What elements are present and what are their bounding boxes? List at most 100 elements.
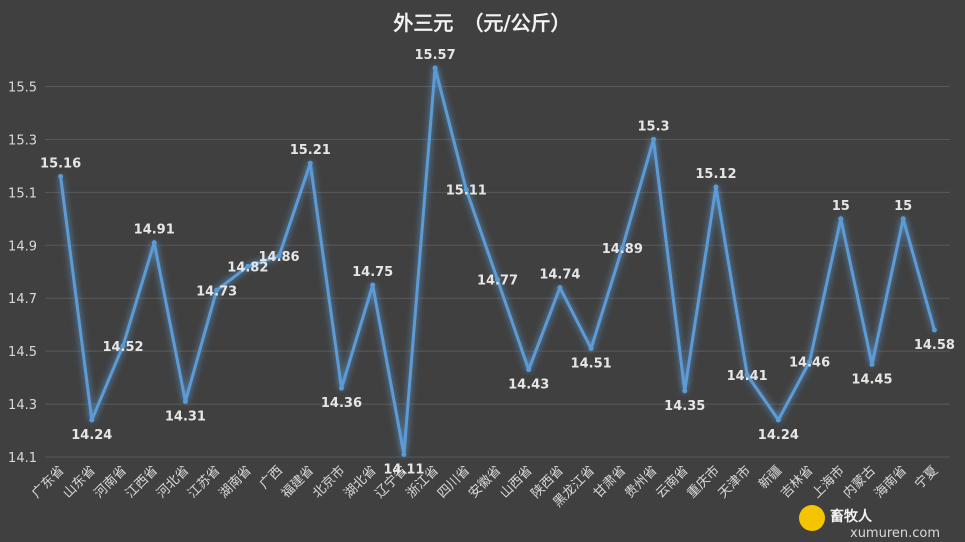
x-tick-label: 贵州省 xyxy=(622,463,660,501)
data-point xyxy=(307,160,313,166)
x-tick-label: 吉林省 xyxy=(778,463,816,501)
data-point xyxy=(120,343,126,349)
x-tick-label: 湖北省 xyxy=(341,463,379,501)
data-label: 14.11 xyxy=(383,462,424,477)
y-tick-label: 15.5 xyxy=(8,80,37,95)
data-label: 14.51 xyxy=(571,356,612,371)
data-label: 14.77 xyxy=(477,274,518,289)
data-point xyxy=(370,282,376,288)
watermark-brand: 畜牧人 xyxy=(830,508,873,525)
data-label: 14.24 xyxy=(71,428,112,443)
data-point xyxy=(557,285,563,291)
data-label: 15.11 xyxy=(446,184,487,199)
data-point xyxy=(713,184,719,190)
data-label: 14.41 xyxy=(727,369,768,384)
data-point xyxy=(151,240,157,246)
data-point xyxy=(182,398,188,404)
series-layer xyxy=(58,65,937,457)
data-point xyxy=(526,367,532,373)
x-tick-label: 宁夏 xyxy=(912,463,942,493)
x-tick-label: 重庆市 xyxy=(684,463,723,502)
data-point xyxy=(807,359,813,365)
data-point xyxy=(214,287,220,293)
data-label: 14.73 xyxy=(196,284,237,299)
watermark-logo: 畜牧人 xumuren.com xyxy=(799,505,940,541)
data-point xyxy=(245,263,251,269)
data-point xyxy=(775,417,781,423)
data-label: 14.35 xyxy=(664,399,705,414)
x-tick-label: 山东省 xyxy=(60,463,98,501)
data-label: 14.89 xyxy=(602,242,643,257)
x-tick-label: 上海市 xyxy=(809,463,848,502)
data-label: 15.12 xyxy=(695,167,736,182)
x-tick-label: 山西省 xyxy=(497,463,535,501)
data-point xyxy=(401,451,407,457)
data-label: 14.74 xyxy=(539,268,580,283)
x-tick-label: 甘肃省 xyxy=(591,463,629,501)
y-tick-label: 14.9 xyxy=(8,239,37,254)
data-label: 15.3 xyxy=(637,119,669,134)
data-point xyxy=(682,388,688,394)
data-label: 14.36 xyxy=(321,396,362,411)
y-axis-ticks: 14.1 14.3 14.5 14.7 14.9 15.1 15.3 15.5 xyxy=(8,80,37,466)
x-tick-label: 云南省 xyxy=(653,463,692,502)
data-label: 14.58 xyxy=(914,338,955,353)
data-label: 14.86 xyxy=(258,250,299,265)
y-tick-label: 14.5 xyxy=(8,345,37,360)
data-point xyxy=(338,385,344,391)
x-tick-label: 安徽省 xyxy=(466,463,504,501)
y-tick-label: 14.1 xyxy=(8,451,37,466)
data-point xyxy=(838,216,844,222)
data-label: 14.82 xyxy=(227,260,268,275)
data-label: 15 xyxy=(832,199,850,214)
x-tick-label: 江苏省 xyxy=(185,463,224,502)
data-point xyxy=(869,361,875,367)
x-tick-label: 天津市 xyxy=(715,463,754,502)
data-point xyxy=(619,245,625,251)
series-line xyxy=(59,66,936,456)
watermark-url: xumuren.com xyxy=(850,526,940,541)
data-point xyxy=(744,372,750,378)
data-label: 15 xyxy=(894,199,912,214)
y-tick-label: 14.7 xyxy=(8,292,37,307)
x-tick-label: 福建省 xyxy=(279,463,317,501)
data-point xyxy=(900,216,906,222)
data-label: 15.21 xyxy=(290,143,331,158)
data-label: 14.75 xyxy=(352,265,393,280)
data-point xyxy=(89,417,95,423)
data-point xyxy=(432,65,438,71)
data-label: 14.24 xyxy=(758,428,799,443)
data-point xyxy=(276,253,282,259)
y-tick-label: 15.1 xyxy=(8,186,37,201)
x-tick-label: 江西省 xyxy=(123,463,161,501)
data-label: 14.45 xyxy=(851,372,892,387)
x-tick-label: 湖南省 xyxy=(216,463,255,502)
x-tick-label: 河北省 xyxy=(154,463,192,501)
data-label: 14.43 xyxy=(508,378,549,393)
data-point xyxy=(931,327,937,333)
data-labels: 15.16 14.24 14.52 14.91 14.31 14.73 14.8214.86… xyxy=(40,48,955,477)
x-tick-label: 内蒙古 xyxy=(840,463,879,502)
data-point xyxy=(463,187,469,193)
y-tick-label: 15.3 xyxy=(8,133,37,148)
data-label: 14.31 xyxy=(165,409,206,424)
data-label: 15.57 xyxy=(415,48,456,63)
data-label: 15.16 xyxy=(40,156,81,171)
data-label: 14.91 xyxy=(134,223,175,238)
x-tick-label: 北京市 xyxy=(309,463,348,502)
data-label: 14.52 xyxy=(102,340,143,355)
x-tick-label: 海南省 xyxy=(871,463,910,502)
x-tick-label: 四川省 xyxy=(435,463,473,501)
data-point xyxy=(651,136,657,142)
logo-emblem-icon xyxy=(799,505,825,531)
chart-title: 外三元 （元/公斤） xyxy=(393,11,570,35)
y-tick-label: 14.3 xyxy=(8,398,37,413)
x-tick-label: 河南省 xyxy=(91,463,130,502)
data-point xyxy=(495,277,500,283)
data-point xyxy=(58,173,64,179)
gridlines xyxy=(45,85,950,458)
data-point xyxy=(588,345,594,351)
data-label: 14.46 xyxy=(789,356,830,371)
